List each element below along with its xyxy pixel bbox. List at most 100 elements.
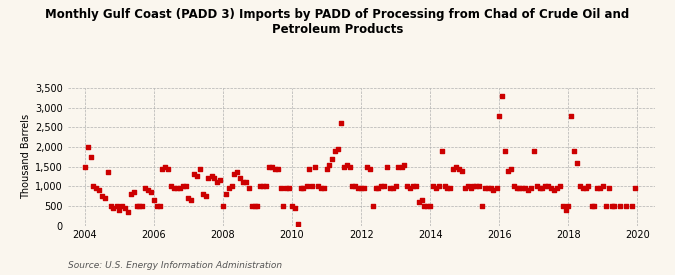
Point <box>137 204 148 208</box>
Point <box>246 204 257 208</box>
Point <box>517 186 528 190</box>
Point <box>522 188 533 192</box>
Point <box>537 186 548 190</box>
Point <box>514 186 524 190</box>
Point <box>324 163 335 167</box>
Point <box>335 121 346 126</box>
Point <box>529 149 539 153</box>
Point <box>626 204 637 208</box>
Point <box>206 174 217 178</box>
Point <box>356 186 367 190</box>
Point <box>186 198 196 202</box>
Point <box>177 184 188 188</box>
Point <box>574 184 585 188</box>
Point <box>82 145 93 149</box>
Point <box>557 204 568 208</box>
Point <box>252 204 263 208</box>
Point <box>413 200 424 204</box>
Point <box>126 192 136 196</box>
Point <box>200 194 211 198</box>
Point <box>333 147 344 151</box>
Point <box>249 204 260 208</box>
Point <box>342 163 352 167</box>
Point <box>425 204 435 208</box>
Point <box>488 188 499 192</box>
Point <box>549 188 560 192</box>
Point <box>292 221 303 226</box>
Point <box>609 204 620 208</box>
Point <box>267 164 277 169</box>
Point <box>90 186 101 190</box>
Point <box>241 180 252 185</box>
Point <box>261 184 271 188</box>
Point <box>629 186 640 190</box>
Point <box>198 192 209 196</box>
Point <box>226 184 237 188</box>
Point <box>194 166 205 171</box>
Point <box>595 186 605 190</box>
Point <box>123 210 134 214</box>
Point <box>419 204 430 208</box>
Point <box>94 188 105 192</box>
Point <box>560 208 571 212</box>
Point <box>554 184 565 188</box>
Point <box>119 206 130 210</box>
Point <box>448 166 459 171</box>
Point <box>451 164 462 169</box>
Point <box>431 186 441 190</box>
Point <box>272 166 283 171</box>
Point <box>387 186 398 190</box>
Point <box>442 186 453 190</box>
Point <box>88 184 99 188</box>
Point <box>566 113 576 118</box>
Point <box>408 184 418 188</box>
Point <box>171 186 182 190</box>
Point <box>485 186 496 190</box>
Point <box>439 184 450 188</box>
Y-axis label: Thousand Barrels: Thousand Barrels <box>21 114 30 199</box>
Point <box>203 176 214 181</box>
Point <box>379 184 389 188</box>
Point <box>436 149 447 153</box>
Point <box>163 166 173 171</box>
Point <box>217 204 228 208</box>
Point <box>128 190 139 194</box>
Point <box>166 184 177 188</box>
Point <box>433 184 444 188</box>
Point <box>551 186 562 190</box>
Point <box>370 186 381 190</box>
Point <box>606 204 617 208</box>
Point <box>306 184 317 188</box>
Point <box>353 186 364 190</box>
Point <box>358 186 369 190</box>
Point <box>97 194 107 198</box>
Point <box>263 164 274 169</box>
Point <box>479 186 490 190</box>
Point <box>531 184 542 188</box>
Point <box>390 184 401 188</box>
Point <box>543 184 554 188</box>
Point <box>454 166 464 171</box>
Point <box>603 186 614 190</box>
Point <box>235 176 246 181</box>
Text: Monthly Gulf Coast (PADD 3) Imports by PADD of Processing from Chad of Crude Oil: Monthly Gulf Coast (PADD 3) Imports by P… <box>45 8 630 36</box>
Point <box>396 164 407 169</box>
Point <box>275 186 286 190</box>
Point <box>134 204 144 208</box>
Point <box>284 186 295 190</box>
Point <box>545 186 556 190</box>
Point <box>189 172 200 177</box>
Point <box>209 176 220 181</box>
Point <box>157 166 168 171</box>
Point <box>281 186 292 190</box>
Point <box>427 184 438 188</box>
Point <box>373 186 384 190</box>
Point <box>344 164 355 169</box>
Point <box>422 204 433 208</box>
Point <box>600 204 611 208</box>
Point <box>151 204 162 208</box>
Point <box>183 196 194 200</box>
Point <box>456 168 467 173</box>
Point <box>232 170 243 175</box>
Point <box>174 186 185 190</box>
